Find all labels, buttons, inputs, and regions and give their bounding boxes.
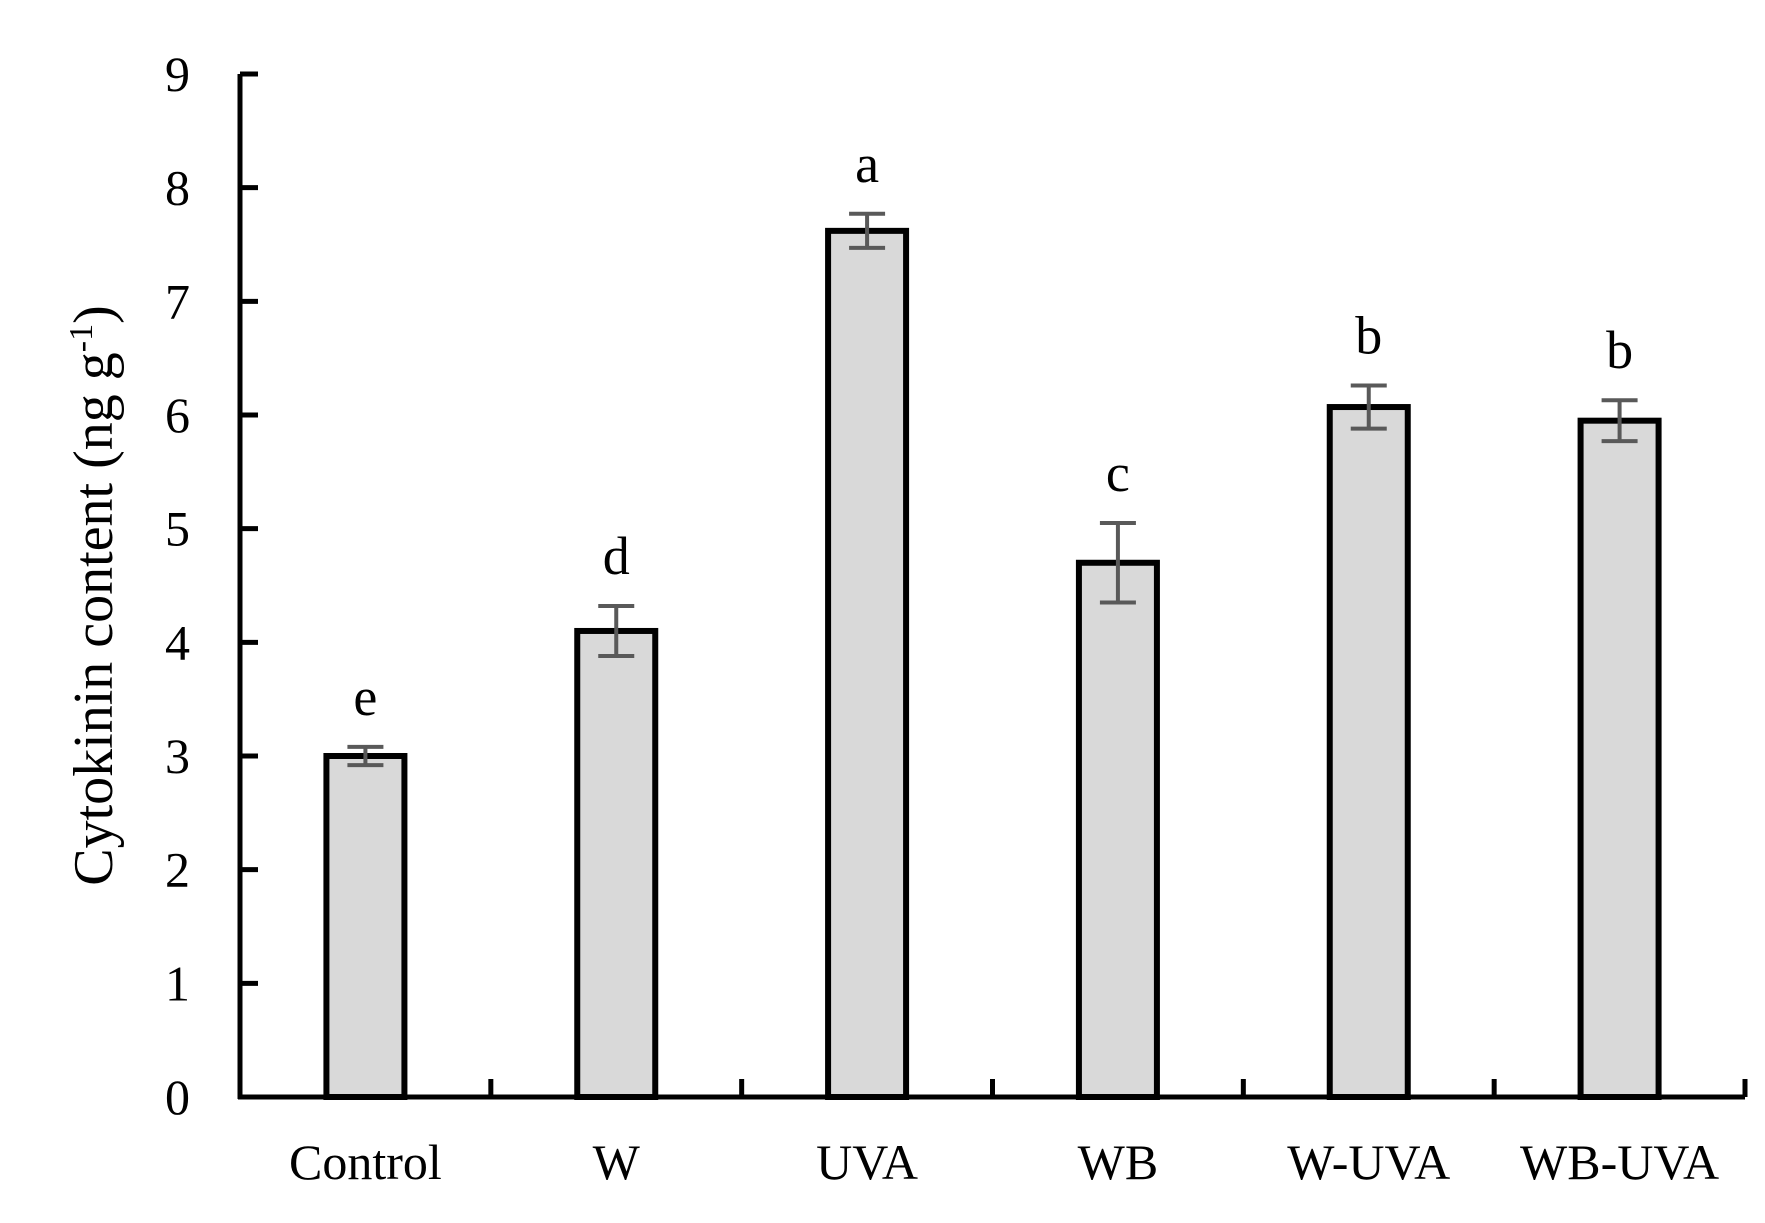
category-label: W — [593, 1134, 641, 1190]
y-tick-label: 0 — [165, 1069, 190, 1125]
y-tick-label: 2 — [165, 842, 190, 898]
y-tick-label: 4 — [165, 614, 190, 670]
category-label: Control — [289, 1134, 442, 1190]
significance-label: d — [603, 526, 630, 586]
y-axis-title-main: Cytokinin content (ng g — [63, 352, 125, 886]
significance-label: c — [1106, 443, 1130, 503]
y-tick-label: 1 — [165, 955, 190, 1011]
y-tick-label: 5 — [165, 501, 190, 557]
y-axis-title-superscript: -1 — [63, 324, 100, 352]
error-bar-control — [347, 744, 384, 768]
category-label: UVA — [816, 1134, 918, 1190]
category-label: WB-UVA — [1520, 1134, 1719, 1190]
bar-w-uva — [1326, 404, 1411, 1100]
error-bar-wb — [1099, 520, 1136, 605]
bar-control — [323, 753, 408, 1100]
significance-label: e — [353, 667, 377, 727]
error-bars — [347, 211, 1638, 768]
x-axis-ticks — [488, 1079, 1748, 1097]
error-bar-w — [598, 603, 635, 658]
bar-wb — [1075, 559, 1160, 1100]
y-axis-ticks: 0 1 2 3 4 5 6 7 8 9 — [165, 46, 258, 1125]
bar-uva — [825, 227, 910, 1101]
y-tick-label: 3 — [165, 728, 190, 784]
significance-label: a — [855, 134, 879, 194]
significance-labels: e d a c b b — [353, 134, 1633, 727]
error-bar-uva — [849, 211, 886, 250]
category-labels: Control W UVA WB W-UVA WB-UVA — [289, 1134, 1719, 1190]
y-tick-label: 9 — [165, 46, 190, 102]
bar-wb-uva — [1577, 417, 1662, 1100]
significance-label: b — [1606, 320, 1633, 380]
error-bar-w-uva — [1350, 383, 1387, 431]
y-tick-label: 8 — [165, 160, 190, 216]
category-label: WB — [1078, 1134, 1159, 1190]
y-axis-title: Cytokinin content (ng g-1) — [63, 305, 125, 886]
y-axis-title-close: ) — [63, 305, 125, 324]
y-tick-label: 6 — [165, 387, 190, 443]
bars — [323, 227, 1662, 1101]
y-tick-label: 7 — [165, 273, 190, 329]
error-bar-wb-uva — [1601, 398, 1638, 444]
category-label: W-UVA — [1287, 1134, 1450, 1190]
significance-label: b — [1355, 305, 1382, 365]
bar-w — [574, 627, 659, 1100]
